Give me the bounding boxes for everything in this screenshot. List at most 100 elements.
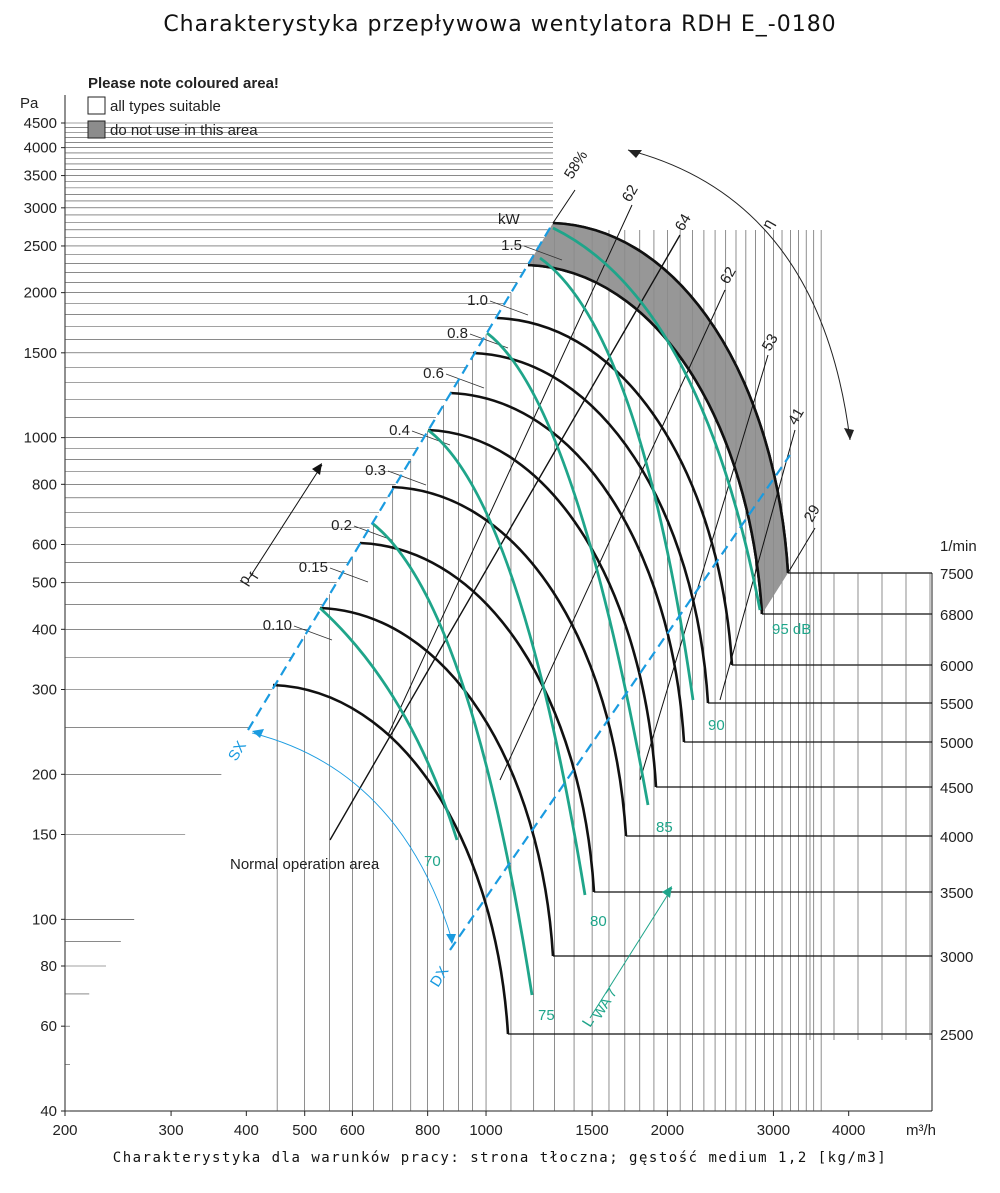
sx-boundary — [247, 222, 554, 731]
sound-curve — [486, 331, 650, 806]
power-label: 0.8 — [447, 325, 468, 342]
x-tick-label: 500 — [292, 1122, 317, 1139]
efficiency-line — [787, 527, 816, 574]
sound-curve — [319, 606, 459, 841]
speed-label: 5000 — [940, 735, 973, 752]
power-label: 0.4 — [389, 422, 410, 439]
y-tick-label: 3500 — [24, 168, 57, 185]
legend-swatch-not-use — [87, 120, 106, 139]
y-tick-label: 40 — [40, 1103, 57, 1120]
x-tick-label: 2000 — [651, 1122, 684, 1139]
grid-lines — [65, 122, 822, 1112]
x-tick-label: 800 — [415, 1122, 440, 1139]
sound-label: 80 — [590, 913, 607, 930]
fan-curves — [272, 221, 790, 1035]
y-tick-label: 400 — [32, 621, 57, 638]
normal-area-arrow-head — [446, 934, 456, 944]
y-tick-label: 4500 — [24, 115, 57, 132]
speed-label: 6800 — [940, 607, 973, 624]
power-leader — [523, 245, 563, 261]
y-tick-label: 300 — [32, 682, 57, 699]
legend-swatch-suitable — [87, 96, 106, 115]
power-leader — [353, 525, 393, 541]
legend-label-not-use: do not use in this area — [110, 122, 258, 139]
efficiency-label: 64 — [672, 211, 695, 234]
efficiency-line — [639, 354, 769, 781]
x-tick-label: 400 — [234, 1122, 259, 1139]
y-tick-label: 1500 — [24, 345, 57, 362]
efficiency-line — [719, 429, 796, 701]
speed-label: 4500 — [940, 780, 973, 797]
x-tick-label: 600 — [340, 1122, 365, 1139]
x-tick-label: 300 — [159, 1122, 184, 1139]
dx-label: DX — [427, 963, 452, 990]
x-tick-label: 1500 — [575, 1122, 608, 1139]
fan-curve-3000 — [319, 606, 555, 957]
sx-label: SX — [225, 738, 250, 764]
power-axis-label: kW — [498, 211, 521, 228]
sound-label: 70 — [424, 853, 441, 870]
sound-arrow-head — [662, 886, 672, 898]
fan-curve-5500 — [472, 351, 710, 704]
y-tick-label: 4000 — [24, 140, 57, 157]
power-label: 1.5 — [501, 237, 522, 254]
speed-label: 7500 — [940, 566, 973, 583]
normal-area-arc — [251, 732, 453, 941]
x-tick-label: 1000 — [469, 1122, 502, 1139]
y-tick-label: 100 — [32, 911, 57, 928]
power-label: 0.10 — [263, 617, 292, 634]
x-tick-label: 4000 — [832, 1122, 865, 1139]
power-label: 1.0 — [467, 292, 488, 309]
power-labels — [293, 245, 563, 641]
power-leader — [387, 470, 427, 486]
efficiency-line — [552, 189, 576, 224]
dx-boundary — [449, 454, 791, 951]
sound-curve — [539, 256, 695, 701]
normal-operation-label: Normal operation area — [230, 856, 380, 873]
sound-axis-sublabel: WA 7 — [589, 985, 620, 1022]
efficiency-label: 58% — [561, 148, 591, 182]
efficiency-label: 62 — [717, 264, 740, 287]
fan-curve-4500 — [427, 428, 658, 788]
speed-label: 4000 — [940, 829, 973, 846]
efficiency-arrow-head — [628, 150, 642, 158]
legend-label-suitable: all types suitable — [110, 98, 221, 115]
efficiency-axis-label: η — [759, 216, 778, 232]
sound-curve — [427, 428, 587, 896]
y-tick-label: 600 — [32, 536, 57, 553]
y-tick-label: 800 — [32, 476, 57, 493]
speed-axis — [508, 572, 933, 1111]
fan-curve-6000 — [496, 316, 734, 666]
power-label: 0.15 — [299, 559, 328, 576]
pressure-sublabel: f — [246, 570, 262, 582]
chart-title: Charakterystyka przepływowa wentylatora … — [163, 12, 837, 37]
sound-label: 75 — [538, 1007, 555, 1024]
power-leader — [489, 300, 529, 316]
speed-label: 3000 — [940, 949, 973, 966]
efficiency-line — [499, 289, 726, 781]
efficiency-label: 62 — [619, 182, 642, 205]
y-axis-label: Pa — [20, 95, 39, 112]
power-leader — [329, 567, 369, 583]
y-tick-label: 60 — [40, 1018, 57, 1035]
boundaries — [247, 222, 791, 951]
efficiency-lines — [329, 149, 854, 841]
sound-curve — [552, 226, 762, 611]
efficiency-label: 53 — [759, 331, 782, 354]
x-tick-label: 3000 — [757, 1122, 790, 1139]
fan-curve-top — [552, 221, 790, 574]
fan-curve-2500 — [272, 683, 510, 1035]
speed-label: 5500 — [940, 696, 973, 713]
fan-curve-5000 — [449, 391, 686, 743]
power-label: 0.3 — [365, 462, 386, 479]
fan-curve-4000 — [391, 485, 628, 837]
pressure-arrow — [247, 464, 323, 581]
power-leader — [293, 625, 333, 641]
speed-axis-label: 1/min — [940, 538, 977, 555]
sound-label: 90 — [708, 717, 725, 734]
y-tick-label: 2500 — [24, 238, 57, 255]
do-not-use-area — [528, 223, 788, 614]
x-axis-label: m³/h — [906, 1122, 936, 1139]
